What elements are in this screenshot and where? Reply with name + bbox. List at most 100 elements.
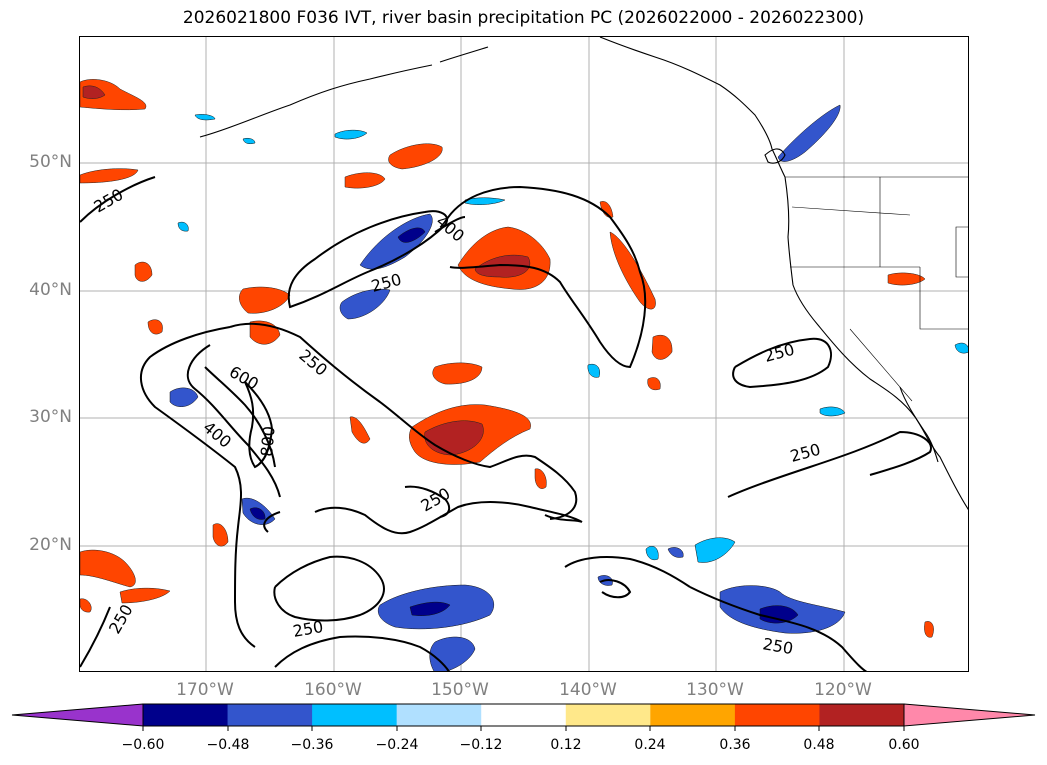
colorbar-segment: [481, 704, 567, 726]
contour-label: 250: [291, 617, 324, 641]
contour-250-southwest-edge: [80, 606, 111, 668]
patch-pos-11: [651, 334, 673, 360]
colorbar-segment: [312, 704, 398, 726]
colorbar-tick-label: −0.48: [206, 737, 250, 753]
contour-250-west: [140, 326, 256, 648]
patch-neg-1: [359, 213, 433, 270]
colorbar-tick-label: 0.48: [803, 737, 835, 753]
colorbar-segment: [396, 704, 482, 726]
patch-neg-18: [954, 342, 968, 354]
lon-label-160w: 160°W: [304, 680, 362, 700]
patch-neg-1-core: [397, 227, 426, 243]
colorbar-tick-label: −0.12: [459, 737, 503, 753]
borders: [785, 176, 968, 402]
contour-label: 250: [105, 601, 137, 637]
patch-neg-2: [339, 288, 391, 320]
colorbar-segment: [904, 704, 1035, 726]
contour-label: 250: [762, 340, 796, 366]
patch-pos-12: [80, 549, 136, 588]
vancouver-island: [764, 148, 786, 164]
contour-250-southwest: [273, 555, 385, 622]
patch-neg-16: [587, 363, 600, 378]
contour-250-south-d: [564, 556, 691, 588]
patch-neg-4-core: [249, 507, 266, 520]
contour-label: 800: [257, 425, 279, 457]
contour-label: 600: [226, 362, 262, 394]
contour-250-north: [287, 210, 448, 309]
colorbar-tick-label: 0.36: [719, 737, 751, 753]
patch-neg-5-core: [409, 601, 451, 616]
contour-250-south-c: [274, 635, 450, 671]
border-state-box: [955, 226, 968, 278]
patch-neg-8: [777, 104, 841, 162]
colorbar-segment: [734, 704, 820, 726]
lat-label-30n: 30°N: [29, 407, 72, 427]
graticule: [80, 37, 968, 671]
contour-250-east-b: [727, 430, 932, 498]
coastlines: [199, 37, 968, 510]
patch-pos-14: [134, 261, 153, 282]
positive-pc-patches: [80, 79, 934, 638]
lat-label-50n: 50°N: [29, 152, 72, 172]
colorbar-segment: [143, 704, 229, 726]
patch-pos-13: [119, 587, 171, 604]
patch-neg-20: [242, 137, 256, 145]
ivt-contours: [80, 176, 932, 671]
colorbar-tick-label: −0.36: [290, 737, 334, 753]
lat-label-20n: 20°N: [29, 535, 72, 555]
contour-label: 250: [369, 270, 403, 296]
contour-250-south-e: [599, 579, 632, 599]
colorbar-frame: [142, 703, 905, 727]
contour-250-south-b: [404, 485, 451, 518]
colorbar-tick-label: 0.12: [550, 737, 582, 753]
patch-neg-6: [429, 636, 476, 671]
contour-label: 400: [199, 418, 235, 452]
patch-neg-3: [169, 387, 199, 407]
patch-neg-13: [334, 129, 368, 140]
patch-neg-7-core: [759, 605, 799, 624]
patch-pos-1-core: [82, 85, 106, 99]
contour-250-east-a: [732, 337, 832, 389]
contour-250-nw: [80, 176, 156, 223]
patch-pos-15: [147, 319, 163, 335]
patch-pos-18: [349, 416, 371, 444]
colorbar-segment: [12, 704, 143, 726]
colorbar-segment: [650, 704, 736, 726]
contour-250-arc: [444, 185, 647, 369]
contour-250-mid: [229, 322, 578, 520]
patch-neg-10: [645, 546, 659, 561]
coast-alaska-bc: [599, 37, 786, 178]
coast-west-us: [784, 176, 968, 510]
contour-400-north: [434, 216, 466, 233]
colorbar-tick-label: −0.60: [121, 737, 165, 753]
patch-neg-15: [177, 221, 189, 232]
patch-pos-10: [432, 362, 483, 385]
coast-aleutians: [199, 46, 489, 138]
contour-label: 250: [295, 346, 331, 380]
contour-400-south: [263, 511, 281, 533]
patch-pos-23: [80, 598, 92, 613]
colorbar-segment: [819, 704, 905, 726]
colorbar-tick-label: −0.24: [375, 737, 419, 753]
patch-pos-2: [388, 143, 443, 170]
map-title: 2026021800 F036 IVT, river basin precipi…: [182, 8, 865, 28]
patch-pos-5-core: [474, 254, 530, 278]
colorbar-segment: [227, 704, 313, 726]
patch-neg-19: [194, 114, 216, 121]
lon-label-140w: 140°W: [559, 680, 617, 700]
contour-label: 250: [761, 634, 794, 658]
patch-pos-16: [212, 523, 229, 547]
patch-pos-21: [647, 377, 661, 391]
contour-400-west: [186, 344, 281, 498]
patch-neg-17: [819, 406, 846, 417]
contour-250-southeast: [689, 586, 868, 671]
patch-pos-19: [534, 468, 547, 489]
colorbar-ticks: [142, 726, 905, 731]
patch-pos-6: [609, 231, 656, 310]
patch-pos-20: [887, 272, 926, 286]
contour-label: 250: [91, 185, 127, 217]
colorbar-segments: [12, 704, 1035, 726]
lon-label-150w: 150°W: [431, 680, 489, 700]
lon-label-170w: 170°W: [176, 680, 234, 700]
colorbar-outline: [11, 703, 1036, 727]
